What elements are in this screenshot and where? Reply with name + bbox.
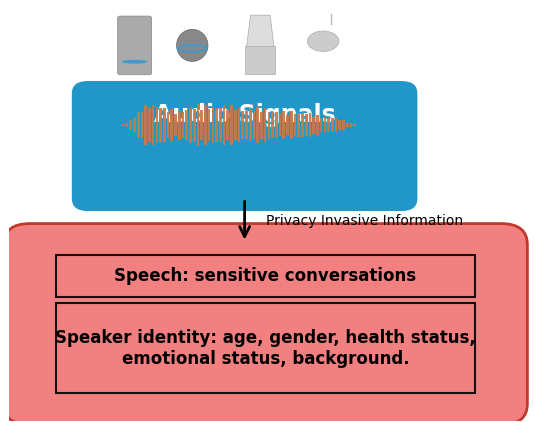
Bar [129, 120, 132, 130]
Bar [163, 108, 166, 142]
Bar [174, 114, 177, 136]
Bar [234, 111, 237, 140]
Bar [268, 111, 270, 138]
Bar [312, 116, 315, 134]
Bar [271, 112, 274, 138]
Bar [331, 118, 334, 132]
Bar [294, 114, 296, 136]
Bar [309, 113, 311, 137]
Bar [249, 109, 252, 141]
Bar [339, 120, 341, 130]
FancyBboxPatch shape [56, 303, 475, 393]
FancyBboxPatch shape [56, 255, 475, 297]
Bar [185, 110, 188, 141]
Bar [226, 110, 229, 140]
Bar [155, 108, 158, 143]
Bar [122, 124, 124, 126]
Bar [230, 105, 233, 145]
Bar [200, 110, 203, 140]
Bar [211, 107, 214, 143]
Text: Privacy Invasive Information: Privacy Invasive Information [265, 214, 462, 228]
Bar [245, 111, 248, 139]
Bar [346, 123, 349, 127]
Bar [286, 115, 289, 135]
Bar [253, 111, 255, 139]
Bar [178, 111, 180, 140]
Bar [264, 108, 266, 142]
Bar [152, 105, 154, 145]
Bar [148, 108, 151, 142]
Bar [223, 106, 225, 145]
Bar [256, 107, 259, 143]
Bar [301, 114, 304, 137]
Bar [354, 124, 356, 126]
Text: Audio Signals: Audio Signals [154, 103, 335, 127]
Ellipse shape [122, 60, 147, 64]
Bar [215, 108, 218, 142]
Bar [342, 120, 345, 130]
Bar [275, 112, 278, 138]
Text: Speaker identity: age, gender, health status,
emotional status, background.: Speaker identity: age, gender, health st… [55, 329, 476, 368]
FancyBboxPatch shape [4, 224, 528, 422]
Bar [144, 105, 147, 145]
Text: Speech: sensitive conversations: Speech: sensitive conversations [114, 267, 417, 285]
Bar [282, 111, 285, 139]
Bar [167, 112, 169, 138]
FancyBboxPatch shape [246, 46, 275, 74]
Bar [137, 112, 139, 138]
Bar [159, 108, 162, 142]
Bar [324, 117, 326, 133]
Bar [260, 111, 263, 138]
Bar [297, 113, 300, 137]
Ellipse shape [308, 31, 339, 51]
Bar [118, 124, 121, 125]
Bar [197, 104, 199, 146]
Bar [208, 109, 210, 141]
Bar [305, 114, 308, 136]
Polygon shape [247, 15, 274, 48]
Bar [290, 111, 293, 139]
Bar [182, 112, 184, 138]
Bar [170, 109, 173, 141]
Bar [204, 105, 207, 145]
Bar [189, 108, 192, 143]
Bar [133, 118, 136, 133]
FancyBboxPatch shape [72, 81, 418, 211]
Bar [238, 108, 240, 142]
Bar [357, 124, 360, 125]
Bar [316, 115, 319, 135]
Bar [335, 118, 337, 132]
Bar [193, 108, 195, 141]
Bar [327, 118, 330, 132]
Bar [320, 118, 323, 132]
Bar [241, 111, 244, 139]
Bar [279, 114, 281, 136]
Bar [350, 123, 352, 127]
Bar [140, 112, 143, 138]
Bar [219, 108, 222, 142]
FancyBboxPatch shape [117, 16, 152, 75]
Ellipse shape [177, 30, 208, 62]
Bar [125, 123, 128, 127]
